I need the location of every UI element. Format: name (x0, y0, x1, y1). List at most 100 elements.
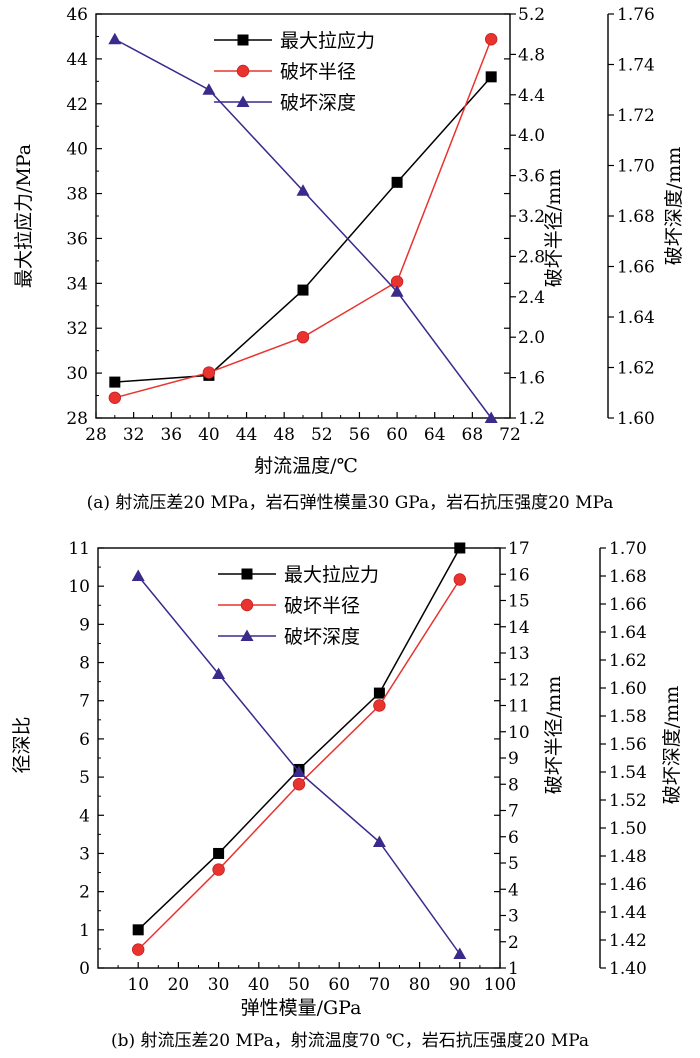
data-point-circle (292, 778, 306, 791)
x-tick-label: 10 (127, 975, 149, 995)
y-left-tick-label: 44 (66, 50, 88, 70)
y-right2-tick-label: 1.40 (609, 959, 647, 979)
y-left-tick-label: 34 (66, 274, 88, 294)
y-left-axis-label: 最大拉应力/MPa (13, 144, 35, 288)
x-tick-label: 36 (160, 425, 182, 445)
chart-a: 28 32 36 40 44 48 52 56 60 64 68 72 28 30 32 34 36 38 40 42… (13, 5, 685, 513)
figure-caption: (b) 射流压差20 MPa，射流温度70 ℃，岩石抗压强度20 MPa (111, 1031, 589, 1051)
y-right1-tick-label: 6 (508, 828, 519, 848)
data-point-triangle (484, 411, 498, 423)
legend-item: 破坏半径 (218, 595, 360, 617)
y-right1-tick-label: 3.2 (518, 207, 545, 227)
x-axis-label: 射流温度/℃ (254, 455, 358, 477)
legend-label: 破坏半径 (280, 61, 356, 83)
y-right2-tick-label: 1.68 (609, 567, 647, 587)
data-point-triangle (131, 569, 145, 581)
y-right1-tick-label: 8 (508, 775, 519, 795)
y-right2-tick-label: 1.64 (617, 308, 655, 328)
x-tick-label: 32 (123, 425, 145, 445)
y-left-tick-label: 28 (66, 409, 88, 429)
x-tick-label: 70 (369, 975, 391, 995)
y-right2-tick-label: 1.48 (609, 847, 647, 867)
y-right2-tick-label: 1.76 (617, 5, 655, 25)
legend-item: 破坏半径 (214, 61, 356, 83)
data-point-triangle (296, 184, 310, 196)
y-right1-tick-label: 1.6 (518, 369, 545, 389)
y-right1-tick-label: 17 (508, 539, 530, 559)
data-point-triangle (390, 285, 404, 297)
y-left-tick-label: 2 (79, 883, 90, 903)
series-triangle (131, 569, 467, 959)
y-left-tick-label: 36 (66, 229, 88, 249)
y-right1-tick-label: 4 (508, 880, 519, 900)
y-right2-tick-label: 1.74 (617, 56, 655, 76)
y-right2-tick-label: 1.46 (609, 875, 647, 895)
y-right1-tick-label: 10 (508, 723, 530, 743)
y-right1-tick-label: 4.4 (518, 86, 545, 106)
data-point-triangle (202, 83, 216, 95)
y-right1-tick-label: 12 (508, 670, 530, 690)
y-left-tick-label: 7 (79, 692, 90, 712)
data-point-circle (108, 391, 122, 405)
y-right2-tick-label: 1.66 (617, 258, 655, 278)
y-right1-tick-label: 13 (508, 644, 530, 664)
data-point-square (485, 71, 497, 83)
y-right2-axis-label: 破坏深度/mm (663, 147, 685, 265)
data-point-square (132, 924, 144, 936)
y-right1-tick-label: 5.2 (518, 5, 545, 25)
legend-item: 最大拉应力 (218, 564, 379, 586)
y-right1-tick-label: 15 (508, 592, 530, 612)
y-right1-tick-label: 4.8 (518, 45, 545, 65)
figure-caption: (a) 射流压差20 MPa，岩石弹性模量30 GPa，岩石抗压强度20 MPa (87, 493, 614, 513)
legend-label: 最大拉应力 (284, 564, 379, 586)
y-right2-tick-label: 1.44 (609, 903, 647, 923)
y-right2-axis-label: 破坏深度/mm (661, 686, 683, 804)
data-point-circle (202, 366, 216, 379)
legend-label: 最大拉应力 (280, 30, 375, 52)
y-right2-tick-label: 1.50 (609, 819, 647, 839)
y-right2-tick-label: 1.52 (609, 791, 647, 811)
x-tick-label: 100 (484, 975, 516, 995)
y-right2-tick-label: 1.60 (617, 409, 655, 429)
data-point-circle (240, 598, 254, 612)
y-right2-tick-label: 1.64 (609, 623, 647, 643)
y-right1-tick-label: 3 (508, 907, 519, 927)
data-point-square (241, 568, 253, 580)
data-point-triangle (236, 95, 250, 107)
data-point-square (237, 34, 249, 46)
data-point-square (454, 542, 466, 554)
y-right2-tick-label: 1.70 (617, 157, 655, 177)
x-tick-label: 90 (449, 975, 471, 995)
series-circle (108, 33, 498, 405)
data-point-circle (131, 943, 145, 956)
y-right1-tick-label: 2.4 (518, 288, 545, 308)
series-circle (131, 573, 467, 956)
data-point-square (391, 176, 403, 188)
data-point-square (373, 687, 385, 699)
y-right1-tick-label: 3.6 (518, 167, 545, 187)
y-right2-tick-label: 1.62 (609, 651, 647, 671)
y-left-tick-label: 3 (79, 844, 90, 864)
data-point-circle (453, 573, 467, 586)
x-tick-label: 56 (349, 425, 371, 445)
x-tick-label: 50 (288, 975, 310, 995)
y-right2-tick-label: 1.42 (609, 931, 647, 951)
x-tick-label: 40 (248, 975, 270, 995)
y-left-tick-label: 32 (66, 319, 88, 339)
y-left-tick-label: 38 (66, 185, 88, 205)
chart-b: 10 20 30 40 50 60 70 80 90 1000123456789101112345… (11, 539, 683, 1051)
data-point-square (109, 376, 121, 388)
data-point-circle (484, 33, 498, 46)
y-right1-tick-label: 16 (508, 565, 530, 585)
y-right2-tick-label: 1.66 (609, 595, 647, 615)
y-right1-tick-label: 1 (508, 959, 519, 979)
data-point-circle (373, 699, 386, 712)
y-left-tick-label: 40 (66, 140, 88, 160)
data-point-circle (296, 331, 310, 344)
y-left-tick-label: 42 (66, 95, 88, 115)
y-right2-tick-label: 1.60 (609, 679, 647, 699)
y-left-tick-label: 10 (68, 577, 90, 597)
y-right1-tick-label: 5 (508, 854, 519, 874)
x-tick-label: 72 (499, 425, 521, 445)
